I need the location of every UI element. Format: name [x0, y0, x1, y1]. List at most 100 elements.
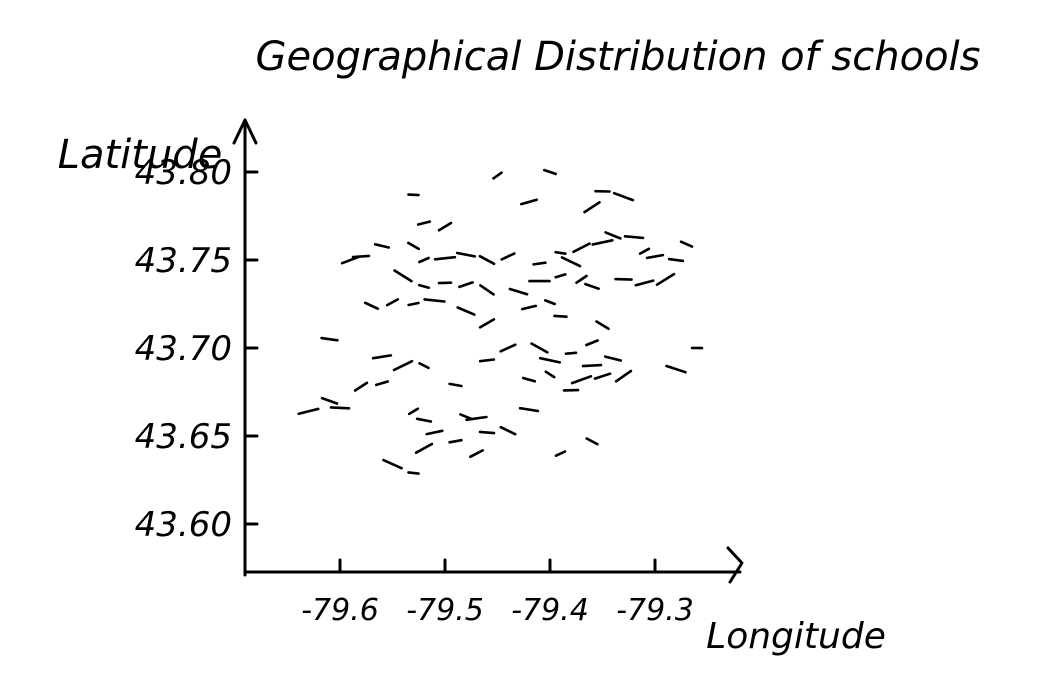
data-point: [418, 256, 430, 264]
data-point: [665, 364, 687, 374]
data-point: [593, 372, 612, 380]
data-point: [575, 274, 588, 285]
data-point: [508, 287, 529, 296]
data-point: [499, 343, 517, 353]
data-point: [415, 417, 433, 423]
y-tick-label: 43.60: [135, 505, 232, 545]
data-point: [455, 251, 477, 258]
data-point: [655, 272, 676, 287]
data-point: [353, 381, 369, 392]
x-tick-label: -79.4: [511, 593, 589, 628]
data-point: [423, 298, 446, 303]
data-point: [416, 220, 432, 226]
data-point: [407, 471, 420, 475]
data-point: [638, 247, 651, 255]
axis-ticks: 43.60 43.65 43.70 43.75 43.80 -79.6 -79.5 -79.4…: [135, 153, 694, 628]
data-point: [553, 314, 568, 319]
data-point: [544, 370, 556, 379]
data-point: [385, 298, 400, 307]
data-point: [373, 243, 391, 249]
data-point: [604, 231, 622, 240]
data-point: [448, 438, 463, 444]
data-point: [374, 380, 390, 387]
data-point: [468, 449, 485, 459]
data-point: [520, 304, 538, 311]
data-point: [564, 351, 578, 356]
data-point: [492, 171, 503, 180]
data-point: [538, 356, 562, 364]
data-point: [407, 301, 420, 307]
data-point: [572, 242, 591, 254]
data-point: [570, 374, 593, 385]
data-point: [478, 358, 496, 363]
data-point: [591, 239, 614, 246]
data-point: [414, 442, 434, 455]
data-point: [363, 301, 380, 311]
data-point: [612, 191, 635, 202]
data-point: [393, 269, 413, 283]
data-point: [583, 201, 601, 214]
data-point: [479, 284, 495, 296]
y-axis-arrowhead: [232, 118, 258, 145]
y-tick-label: 43.75: [135, 241, 232, 281]
y-tick-label: 43.65: [135, 417, 232, 457]
data-point: [407, 193, 420, 197]
data-point: [329, 406, 351, 410]
y-tick-label: 43.80: [135, 153, 232, 193]
data-point: [595, 320, 610, 331]
data-point: [679, 240, 694, 248]
data-point: [542, 168, 558, 176]
data-point: [448, 382, 463, 388]
data-point: [437, 221, 453, 232]
data-point: [560, 256, 582, 268]
data-point: [478, 318, 496, 329]
data-point: [614, 369, 633, 383]
data-point: [371, 354, 393, 360]
data-point: [585, 437, 599, 446]
data-point: [425, 429, 444, 436]
data-point: [382, 458, 403, 470]
data-point: [518, 406, 540, 413]
data-point: [603, 355, 623, 362]
data-point: [499, 425, 517, 436]
x-tick-label: -79.3: [616, 593, 694, 628]
x-axis: [243, 546, 744, 584]
data-point: [500, 252, 516, 261]
x-axis-label: Longitude: [706, 616, 886, 657]
data-point: [623, 235, 645, 240]
x-tick-label: -79.6: [301, 593, 379, 628]
data-point: [519, 198, 539, 206]
data-point: [667, 257, 685, 263]
data-point: [407, 407, 420, 416]
data-point: [645, 253, 665, 260]
data-point: [530, 342, 549, 354]
data-point: [584, 282, 600, 291]
data-point: [634, 279, 655, 287]
data-point: [320, 336, 339, 342]
data-point: [458, 281, 474, 289]
data-point: [554, 250, 567, 255]
x-tick-label: -79.5: [406, 593, 484, 628]
data-point: [406, 241, 421, 251]
data-point: [465, 415, 488, 422]
data-point: [532, 261, 547, 266]
data-point: [585, 339, 599, 347]
data-point: [478, 254, 496, 266]
y-axis-label: Latitude: [58, 132, 223, 178]
data-points: [297, 168, 704, 475]
data-point: [392, 359, 414, 372]
data-point: [554, 273, 567, 279]
data-point: [478, 430, 496, 435]
data-point: [614, 277, 633, 281]
y-tick-label: 43.70: [135, 329, 232, 369]
data-point: [418, 361, 430, 370]
x-axis-arrowhead: [726, 546, 744, 584]
data-point: [433, 255, 457, 261]
data-point: [456, 306, 476, 316]
data-point: [320, 396, 339, 405]
data-point: [543, 299, 557, 306]
data-point: [581, 363, 603, 368]
data-point: [417, 283, 431, 290]
data-point: [521, 376, 537, 383]
